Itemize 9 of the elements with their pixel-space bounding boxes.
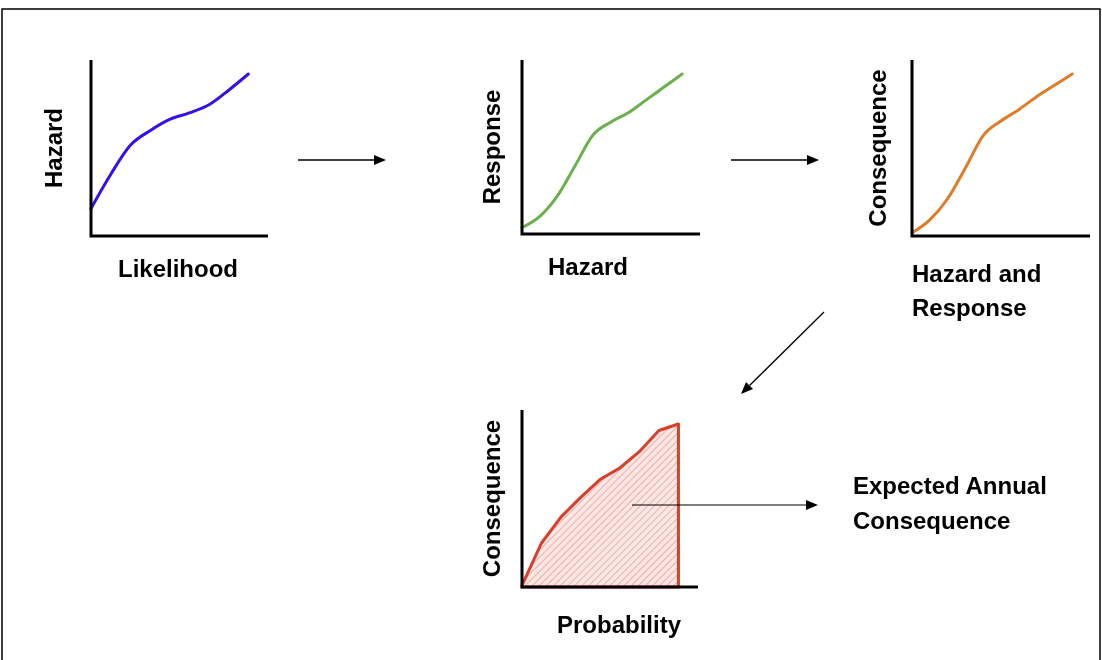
text: Expected Annual Consequence <box>853 472 1047 534</box>
y-axis-title: Consequence <box>864 69 891 227</box>
x-axis-title: Hazard <box>547 253 629 280</box>
x-axis-title: Probability <box>556 611 682 638</box>
y-axis-title: Hazard <box>40 107 67 189</box>
x-axis-title: Hazard and Response <box>912 260 1042 321</box>
y-axis-title: Consequence <box>478 419 505 578</box>
y-axis-title: Response <box>478 89 505 205</box>
x-axis-title: Likelihood <box>118 255 238 282</box>
